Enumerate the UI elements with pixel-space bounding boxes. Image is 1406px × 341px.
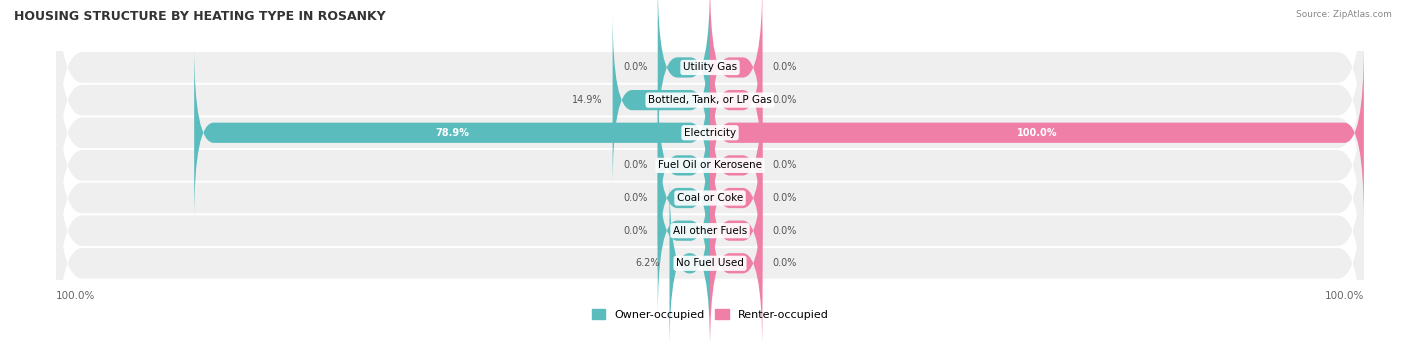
Text: 100.0%: 100.0% [56, 291, 96, 301]
FancyBboxPatch shape [710, 0, 762, 155]
FancyBboxPatch shape [56, 0, 1364, 215]
Text: 14.9%: 14.9% [572, 95, 603, 105]
Text: 100.0%: 100.0% [1324, 291, 1364, 301]
FancyBboxPatch shape [194, 45, 710, 221]
Text: 0.0%: 0.0% [623, 226, 648, 236]
FancyBboxPatch shape [56, 17, 1364, 248]
Text: Fuel Oil or Kerosene: Fuel Oil or Kerosene [658, 160, 762, 170]
FancyBboxPatch shape [56, 148, 1364, 341]
FancyBboxPatch shape [710, 143, 762, 318]
Text: HOUSING STRUCTURE BY HEATING TYPE IN ROSANKY: HOUSING STRUCTURE BY HEATING TYPE IN ROS… [14, 10, 385, 23]
FancyBboxPatch shape [658, 0, 710, 155]
Text: 0.0%: 0.0% [772, 95, 797, 105]
FancyBboxPatch shape [710, 45, 1364, 221]
FancyBboxPatch shape [710, 12, 762, 188]
Text: 0.0%: 0.0% [623, 62, 648, 73]
FancyBboxPatch shape [658, 110, 710, 286]
Text: 0.0%: 0.0% [772, 160, 797, 170]
FancyBboxPatch shape [669, 176, 710, 341]
Text: All other Fuels: All other Fuels [673, 226, 747, 236]
FancyBboxPatch shape [56, 50, 1364, 281]
Text: 0.0%: 0.0% [772, 193, 797, 203]
Text: Source: ZipAtlas.com: Source: ZipAtlas.com [1296, 10, 1392, 19]
Text: 6.2%: 6.2% [636, 258, 659, 268]
Text: 0.0%: 0.0% [623, 160, 648, 170]
Text: 0.0%: 0.0% [772, 226, 797, 236]
FancyBboxPatch shape [658, 143, 710, 318]
Text: 78.9%: 78.9% [436, 128, 470, 138]
Legend: Owner-occupied, Renter-occupied: Owner-occupied, Renter-occupied [588, 305, 832, 324]
FancyBboxPatch shape [710, 78, 762, 253]
Text: 0.0%: 0.0% [772, 62, 797, 73]
FancyBboxPatch shape [710, 176, 762, 341]
FancyBboxPatch shape [56, 83, 1364, 313]
Text: 100.0%: 100.0% [1017, 128, 1057, 138]
Text: 0.0%: 0.0% [623, 193, 648, 203]
Text: Coal or Coke: Coal or Coke [676, 193, 744, 203]
Text: 0.0%: 0.0% [772, 258, 797, 268]
FancyBboxPatch shape [658, 78, 710, 253]
FancyBboxPatch shape [613, 12, 710, 188]
FancyBboxPatch shape [56, 116, 1364, 341]
FancyBboxPatch shape [710, 110, 762, 286]
Text: No Fuel Used: No Fuel Used [676, 258, 744, 268]
Text: Utility Gas: Utility Gas [683, 62, 737, 73]
Text: Electricity: Electricity [683, 128, 737, 138]
Text: Bottled, Tank, or LP Gas: Bottled, Tank, or LP Gas [648, 95, 772, 105]
FancyBboxPatch shape [56, 0, 1364, 183]
